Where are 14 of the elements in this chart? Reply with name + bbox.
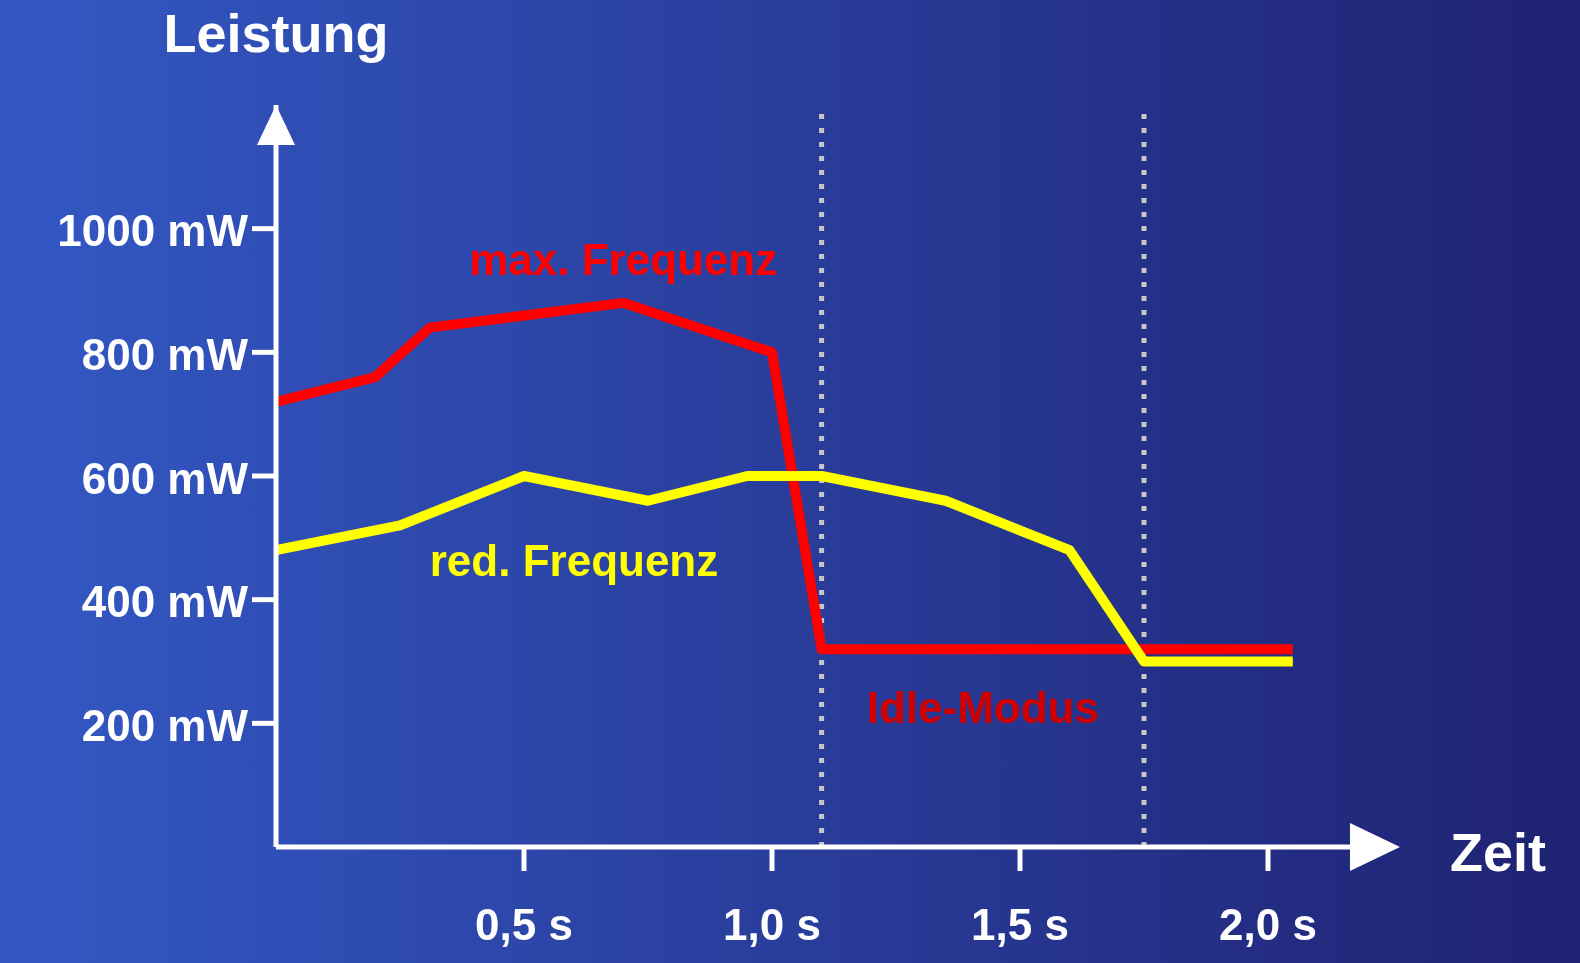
annotation: Idle-Modus <box>866 683 1099 732</box>
series-label: max. Frequenz <box>469 234 778 284</box>
series-label: red. Frequenz <box>429 536 719 585</box>
y-tick-label: 600 mW <box>81 453 249 503</box>
y-tick-label: 400 mW <box>81 577 249 627</box>
x-tick-label: 0,5 s <box>475 900 573 950</box>
x-axis-title: Zeit <box>1449 822 1546 882</box>
x-tick-label: 1,0 s <box>723 900 821 950</box>
y-axis-title: Leistung <box>163 3 389 63</box>
y-tick-label: 800 mW <box>81 329 249 379</box>
y-tick-label: 1000 mW <box>57 206 249 256</box>
x-tick-label: 1,5 s <box>971 900 1069 950</box>
y-tick-label: 200 mW <box>81 700 249 750</box>
x-tick-label: 2,0 s <box>1219 900 1317 950</box>
